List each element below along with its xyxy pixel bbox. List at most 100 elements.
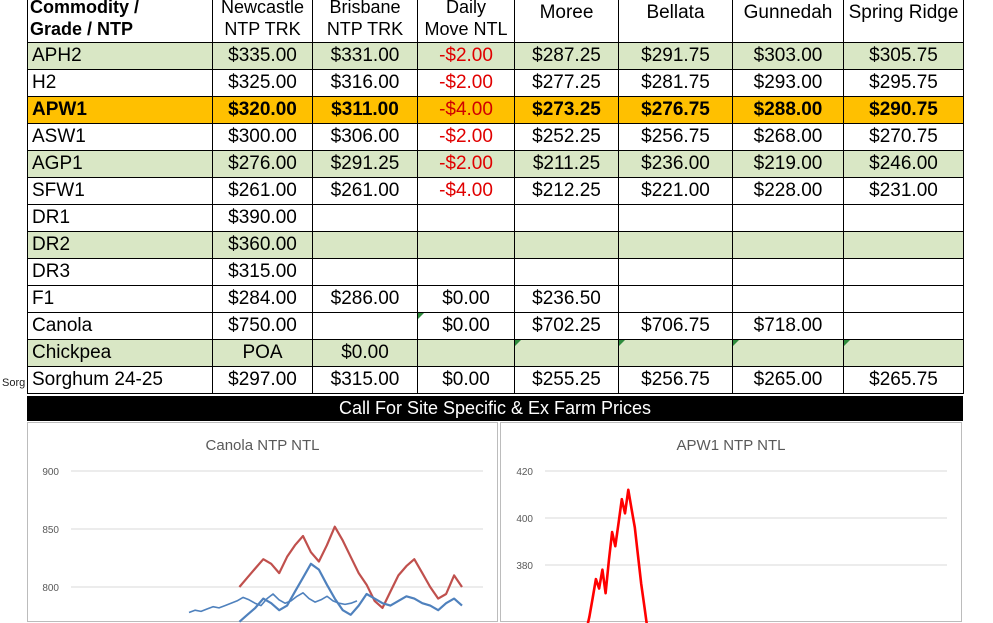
cell-moree (514, 339, 619, 367)
cell-moree (514, 231, 619, 259)
table-row: DR3 $315.00 (27, 258, 964, 286)
y-tick-label: 800 (42, 583, 59, 594)
cell-newcastle: $297.00 (212, 366, 313, 394)
cell-daily: -$2.00 (417, 150, 515, 178)
cell-grade: H2 (27, 69, 213, 97)
cell-newcastle: $276.00 (212, 150, 313, 178)
cell-moree: $212.25 (514, 177, 619, 205)
cell-spring-ridge (843, 312, 964, 340)
series-line (586, 488, 648, 623)
table-row: APH2 $335.00 $331.00 -$2.00 $287.25 $291.75 $3… (27, 42, 964, 70)
cell-newcastle: $320.00 (212, 96, 313, 124)
cell-moree (514, 258, 619, 286)
site-prices-banner: Call For Site Specific & Ex Farm Prices (27, 396, 963, 421)
cell-grade: DR3 (27, 258, 213, 286)
table-row: H2 $325.00 $316.00 -$2.00 $277.25 $281.75 $293… (27, 69, 964, 97)
cell-gunnedah (732, 258, 844, 286)
cell-daily: -$2.00 (417, 42, 515, 70)
cell-grade: APW1 (27, 96, 213, 124)
cell-newcastle: $261.00 (212, 177, 313, 205)
header-grade: Commodity / Grade / NTP (27, 0, 213, 43)
y-tick-label: 380 (516, 561, 533, 572)
cell-bellata: $276.75 (618, 96, 733, 124)
cell-newcastle: $360.00 (212, 231, 313, 259)
canola-chart-plot: 900 850 800 (42, 467, 483, 623)
table-row: Canola $750.00 $0.00 $702.25 $706.75 $718.00 (27, 312, 964, 340)
cell-grade: SFW1 (27, 177, 213, 205)
cell-newcastle: POA (212, 339, 313, 367)
cell-bellata: $221.00 (618, 177, 733, 205)
cell-newcastle: $750.00 (212, 312, 313, 340)
cell-spring-ridge (843, 285, 964, 313)
cell-spring-ridge: $246.00 (843, 150, 964, 178)
cell-grade: AGP1 (27, 150, 213, 178)
cell-bellata (618, 285, 733, 313)
header-spring-ridge: Spring Ridge (843, 0, 964, 43)
y-tick-label: 400 (516, 514, 533, 525)
cell-moree: $255.25 (514, 366, 619, 394)
cell-bellata (618, 204, 733, 232)
cell-moree: $287.25 (514, 42, 619, 70)
apw1-chart-plot: 420 400 380 (516, 467, 947, 623)
cell-grade: ASW1 (27, 123, 213, 151)
cell-brisbane: $311.00 (312, 96, 418, 124)
cell-bellata (618, 258, 733, 286)
cell-bellata: $291.75 (618, 42, 733, 70)
cell-moree: $211.25 (514, 150, 619, 178)
cell-brisbane (312, 258, 418, 286)
table-header-row: Commodity / Grade / NTP Newcastle NTP TR… (27, 0, 964, 43)
chart-title: APW1 NTP NTL (676, 437, 786, 454)
cell-gunnedah: $293.00 (732, 69, 844, 97)
row-label-fragment: Sorg (2, 377, 26, 389)
cell-spring-ridge (843, 231, 964, 259)
cell-brisbane: $291.25 (312, 150, 418, 178)
cell-spring-ridge: $295.75 (843, 69, 964, 97)
y-tick-label: 420 (516, 467, 533, 478)
cell-grade: DR2 (27, 231, 213, 259)
cell-spring-ridge: $270.75 (843, 123, 964, 151)
cell-brisbane: $306.00 (312, 123, 418, 151)
cell-grade: APH2 (27, 42, 213, 70)
cell-gunnedah (732, 285, 844, 313)
cell-brisbane (312, 231, 418, 259)
cell-bellata (618, 231, 733, 259)
cell-bellata: $236.00 (618, 150, 733, 178)
cell-brisbane (312, 204, 418, 232)
price-table: Commodity / Grade / NTP Newcastle NTP TR… (27, 0, 964, 394)
cell-newcastle: $315.00 (212, 258, 313, 286)
cell-grade: F1 (27, 285, 213, 313)
cell-gunnedah: $303.00 (732, 42, 844, 70)
cell-gunnedah (732, 339, 844, 367)
cell-daily (417, 231, 515, 259)
cell-daily: -$2.00 (417, 123, 515, 151)
cell-daily (417, 258, 515, 286)
cell-moree: $252.25 (514, 123, 619, 151)
header-daily-move: Daily Move NTL (417, 0, 515, 43)
table-row: APW1 $320.00 $311.00 -$4.00 $273.25 $276.75 $2… (27, 96, 964, 124)
cell-newcastle: $284.00 (212, 285, 313, 313)
cell-bellata: $256.75 (618, 366, 733, 394)
cell-gunnedah: $228.00 (732, 177, 844, 205)
cell-daily: $0.00 (417, 366, 515, 394)
cell-brisbane: $316.00 (312, 69, 418, 97)
cell-brisbane: $315.00 (312, 366, 418, 394)
cell-spring-ridge (843, 339, 964, 367)
cell-bellata: $256.75 (618, 123, 733, 151)
cell-daily (417, 204, 515, 232)
series-line (188, 592, 358, 614)
cell-spring-ridge: $305.75 (843, 42, 964, 70)
cell-daily: -$2.00 (417, 69, 515, 97)
cell-gunnedah (732, 204, 844, 232)
cell-grade: Chickpea (27, 339, 213, 367)
cell-grade: DR1 (27, 204, 213, 232)
cell-brisbane: $286.00 (312, 285, 418, 313)
cell-brisbane: $331.00 (312, 42, 418, 70)
series-line (238, 525, 463, 609)
cell-moree: $277.25 (514, 69, 619, 97)
table-row: SFW1 $261.00 $261.00 -$4.00 $212.25 $221.00 $2… (27, 177, 964, 205)
apw1-chart: APW1 NTP NTL 420 400 380 (500, 422, 962, 623)
cell-newcastle: $390.00 (212, 204, 313, 232)
cell-spring-ridge (843, 258, 964, 286)
cell-spring-ridge (843, 204, 964, 232)
table-row: Chickpea POA $0.00 (27, 339, 964, 367)
